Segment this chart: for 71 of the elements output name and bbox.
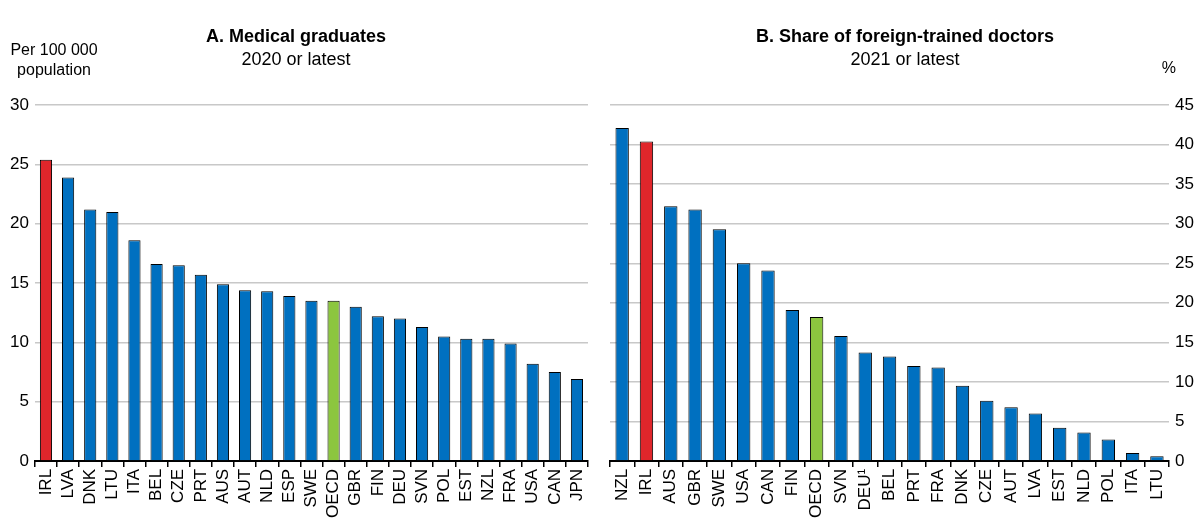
x-tick-label: IRL: [636, 468, 656, 496]
x-tick-label: LTU: [102, 468, 122, 500]
y-tick-label: 30: [9, 94, 29, 114]
x-tick-label: GBR: [345, 468, 365, 506]
y-axis-title: Per 100 000 population: [9, 40, 99, 80]
x-tick-label: AUS: [660, 468, 680, 504]
x-tick-label: CZE: [168, 468, 188, 503]
x-tick-label: NLD: [256, 468, 276, 503]
x-tick-label: LTU: [1146, 468, 1166, 500]
y-tick-label: 15: [9, 272, 29, 292]
x-tick-label: GBR: [684, 468, 704, 506]
x-tick-label: PRT: [190, 468, 210, 503]
y2-tick-label: 0: [1175, 450, 1185, 470]
x-tick-label: DNK: [952, 468, 972, 505]
x-tick-label: EST: [456, 468, 476, 502]
x-tick-label: USA: [522, 468, 542, 504]
x-tick-label: DEU: [389, 468, 409, 505]
y2-tick-label: 5: [1175, 411, 1185, 431]
x-tick-label: DNK: [79, 468, 99, 505]
x-tick-label: LVA: [57, 468, 77, 499]
y2-tick-label: 40: [1175, 134, 1195, 154]
y-tick-label: 10: [9, 332, 29, 352]
x-tick-label: ITA: [124, 468, 144, 495]
y2-tick-label: 45: [1175, 94, 1195, 114]
x-tick-label: ITA: [1122, 468, 1142, 495]
y-tick-label: 0: [19, 450, 29, 470]
x-tick-label: POL: [433, 468, 453, 503]
chart-subtitle: 2020 or latest: [241, 49, 351, 70]
y2-tick-label: 10: [1175, 371, 1195, 391]
x-tick-label: OECD: [323, 468, 343, 519]
x-tick-label: SWE: [709, 468, 729, 508]
x-tick-label: SVN: [830, 468, 850, 504]
x-tick-label: FRA: [500, 468, 520, 503]
y2-axis-title: %: [1161, 58, 1176, 78]
x-tick-label: NLD: [1073, 468, 1093, 503]
x-tick-label: CZE: [976, 468, 996, 503]
x-tick-label: FIN: [782, 468, 801, 497]
x-tick-label: LVA: [1025, 468, 1045, 499]
chart-subtitle: 2021 or latest: [850, 49, 960, 70]
x-tick-label: USA: [733, 468, 753, 504]
x-tick-label: IRL: [35, 468, 55, 496]
y-tick-label: 25: [9, 154, 29, 174]
chart-title: A. Medical graduates: [205, 25, 387, 46]
y2-tick-label: 25: [1175, 252, 1195, 272]
y-tick-label: 20: [9, 213, 29, 233]
x-tick-label: NZL: [478, 468, 498, 502]
x-tick-label: AUS: [212, 468, 232, 504]
x-tick-label: DEU¹: [854, 468, 874, 511]
y2-tick-label: 20: [1175, 292, 1195, 312]
x-tick-label: CAN: [544, 468, 564, 505]
y2-tick-label: 35: [1175, 173, 1195, 193]
x-tick-label: BEL: [879, 468, 899, 502]
x-tick-label: BEL: [146, 468, 166, 502]
x-tick-label: ESP: [279, 468, 299, 503]
x-tick-label: POL: [1098, 468, 1118, 503]
x-tick-label: NZL: [611, 468, 631, 502]
x-tick-label: FRA: [927, 468, 947, 503]
chart-title: B. Share of foreign-trained doctors: [755, 25, 1055, 46]
x-tick-label: SWE: [301, 468, 321, 508]
y2-tick-label: 30: [1175, 213, 1195, 233]
x-tick-label: OECD: [806, 468, 826, 519]
x-tick-label: CAN: [757, 468, 777, 505]
x-tick-label: FIN: [367, 468, 387, 497]
x-tick-label: SVN: [411, 468, 431, 504]
x-tick-label: AUT: [234, 468, 254, 503]
y-tick-label: 5: [19, 391, 29, 411]
x-tick-label: PRT: [903, 468, 923, 503]
x-tick-label: AUT: [1000, 468, 1020, 503]
x-tick-label: JPN: [566, 468, 586, 502]
y2-tick-label: 15: [1175, 332, 1195, 352]
x-tick-label: EST: [1049, 468, 1069, 502]
